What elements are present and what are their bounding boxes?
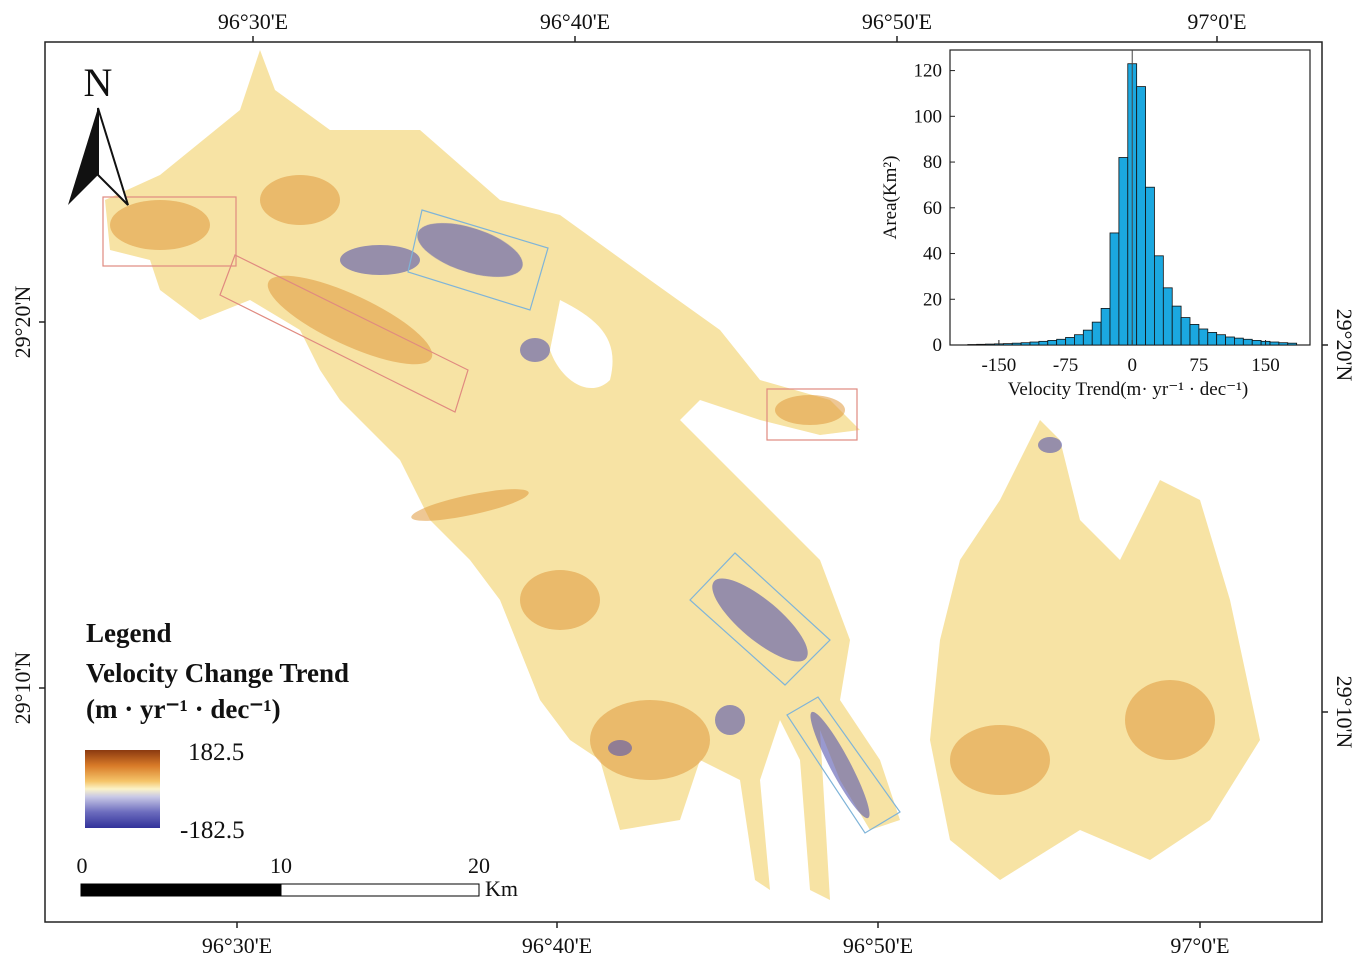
lat-label: 29°20'N xyxy=(10,286,35,359)
bar xyxy=(1171,305,1182,346)
box-red xyxy=(219,254,469,413)
bar xyxy=(1216,334,1226,346)
lat-label: 29°10'N xyxy=(10,652,35,725)
x-tick-label: 150 xyxy=(1251,355,1280,376)
scale-label: 10 xyxy=(270,853,292,878)
north-arrow: N xyxy=(68,60,129,206)
color-bar xyxy=(85,750,160,828)
bar xyxy=(1002,343,1013,346)
bar xyxy=(1189,324,1200,346)
lat-label: 29°20'N xyxy=(1332,309,1357,382)
bar xyxy=(1207,332,1218,346)
y-tick-label: 0 xyxy=(933,335,943,356)
bar xyxy=(976,343,986,346)
lon-label: 97°0'E xyxy=(1170,933,1229,958)
x-tick-label: 0 xyxy=(1127,355,1137,376)
lon-label: 96°40'E xyxy=(540,9,610,34)
bar xyxy=(985,343,995,346)
bar xyxy=(1065,337,1075,346)
x-tick-label: -75 xyxy=(1053,355,1078,376)
bar xyxy=(1242,338,1253,346)
north-label: N xyxy=(84,60,113,105)
bar xyxy=(1225,336,1235,346)
scale-label: 20 xyxy=(468,853,490,878)
bar xyxy=(1029,341,1040,346)
y-tick-label: 80 xyxy=(923,152,942,173)
legend-unit: (m · yr⁻¹ · dec⁻¹) xyxy=(86,694,281,724)
scale-bar: 0 10 20 Km xyxy=(77,853,519,901)
box-red xyxy=(102,196,237,267)
box-blue xyxy=(689,552,831,686)
bar xyxy=(1020,342,1031,346)
legend-min: -182.5 xyxy=(180,817,245,844)
bar xyxy=(1154,255,1164,346)
bar xyxy=(1100,308,1111,346)
bar xyxy=(1162,287,1173,346)
warming-patches xyxy=(110,175,1215,795)
scale-label: 0 xyxy=(77,853,88,878)
bar xyxy=(1091,321,1102,346)
bar xyxy=(1136,86,1146,346)
lon-label: 97°0'E xyxy=(1187,9,1246,34)
bar xyxy=(1056,338,1066,346)
bar xyxy=(1074,334,1084,346)
box-red xyxy=(766,388,858,441)
bar xyxy=(1278,342,1289,346)
x-tick-label: 75 xyxy=(1189,355,1208,376)
y-tick-label: 120 xyxy=(914,61,943,82)
lon-label: 96°30'E xyxy=(202,933,272,958)
x-tick-label: -150 xyxy=(981,355,1016,376)
scale-unit: Km xyxy=(485,876,518,901)
y-tick-label: 100 xyxy=(914,106,943,127)
legend-max: 182.5 xyxy=(188,739,244,766)
y-tick-label: 20 xyxy=(923,289,942,310)
glacier-west xyxy=(105,50,900,900)
frame-ticks xyxy=(39,36,1328,928)
study-boxes xyxy=(102,196,901,834)
slowing-patches xyxy=(340,223,1062,819)
y-tick-label: 40 xyxy=(923,244,942,265)
legend-title: Legend xyxy=(86,618,172,648)
bar xyxy=(1180,317,1191,346)
bar xyxy=(1287,342,1298,346)
lat-label: 29°10'N xyxy=(1332,676,1357,749)
bar xyxy=(1198,328,1209,346)
bar xyxy=(1011,342,1022,346)
bar xyxy=(1109,232,1120,346)
lon-label: 96°40'E xyxy=(522,933,592,958)
y-tick-label: 60 xyxy=(923,198,942,219)
y-axis-label: Area(Km²) xyxy=(880,156,901,240)
box-blue xyxy=(786,696,901,834)
glacier-area xyxy=(105,50,1260,900)
bar xyxy=(1047,340,1058,346)
lon-label: 96°50'E xyxy=(862,9,932,34)
ice-free-patch xyxy=(550,300,613,389)
box-blue xyxy=(407,209,549,311)
lon-label: 96°50'E xyxy=(843,933,913,958)
x-axis-label: Velocity Trend(m· yr⁻¹ · dec⁻¹) xyxy=(1008,379,1248,400)
legend-subtitle: Velocity Change Trend xyxy=(86,658,349,688)
bar xyxy=(1118,157,1129,346)
bar xyxy=(1234,337,1244,346)
bar xyxy=(1038,340,1049,346)
bar xyxy=(1145,186,1155,346)
bar xyxy=(1082,329,1093,346)
lon-label: 96°30'E xyxy=(218,9,288,34)
legend: Legend Velocity Change Trend (m · yr⁻¹ ·… xyxy=(85,618,349,844)
bar xyxy=(1251,340,1262,346)
bar xyxy=(1269,341,1280,346)
